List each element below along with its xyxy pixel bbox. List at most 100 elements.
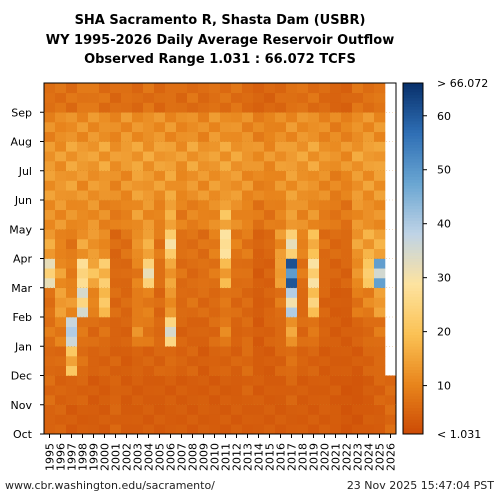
heatmap-cell xyxy=(88,414,100,425)
heatmap-cell xyxy=(341,375,353,386)
heatmap-cell xyxy=(220,83,232,94)
heatmap-cell xyxy=(253,190,265,201)
heatmap-cell xyxy=(330,131,342,142)
heatmap-cell xyxy=(341,229,353,240)
heatmap-cell xyxy=(198,424,210,435)
heatmap-cell xyxy=(132,209,144,220)
heatmap-cell xyxy=(154,122,166,133)
heatmap-cell xyxy=(286,151,298,162)
heatmap-cell xyxy=(77,268,89,279)
heatmap-cell xyxy=(363,102,375,113)
heatmap-cell xyxy=(187,219,199,230)
heatmap-cell xyxy=(44,248,56,259)
heatmap-cell xyxy=(165,346,177,357)
heatmap-cell xyxy=(198,375,210,386)
heatmap-cell xyxy=(99,297,111,308)
x-tick-label: 2007 xyxy=(176,443,189,471)
heatmap-cell xyxy=(209,141,221,152)
heatmap-cell xyxy=(154,404,166,415)
heatmap-cell xyxy=(99,248,111,259)
heatmap-cell xyxy=(176,317,188,328)
colorbar-swatch xyxy=(403,167,423,172)
heatmap-cell xyxy=(143,424,155,435)
heatmap-cell xyxy=(352,278,364,289)
heatmap-cell xyxy=(253,326,265,337)
heatmap-cell xyxy=(165,268,177,279)
heatmap-cell xyxy=(220,92,232,103)
heatmap-cell xyxy=(143,151,155,162)
heatmap-cell xyxy=(330,317,342,328)
heatmap-cell xyxy=(352,297,364,308)
heatmap-cell xyxy=(44,209,56,220)
heatmap-cell xyxy=(319,414,331,425)
heatmap-cell xyxy=(374,424,386,435)
colorbar-swatch xyxy=(403,273,423,277)
heatmap-cell xyxy=(143,92,155,103)
heatmap-cell xyxy=(55,248,67,259)
heatmap-cell xyxy=(363,336,375,347)
heatmap-cell xyxy=(275,297,287,308)
heatmap-cell xyxy=(374,326,386,337)
heatmap-cell xyxy=(110,141,122,152)
heatmap-cell xyxy=(308,414,320,425)
heatmap-cell xyxy=(352,385,364,396)
heatmap-cell xyxy=(132,287,144,298)
heatmap-cell xyxy=(99,229,111,240)
heatmap-cell xyxy=(154,258,166,269)
heatmap-cell xyxy=(330,404,342,415)
heatmap-cell xyxy=(121,239,133,250)
heatmap-cell xyxy=(77,248,89,259)
heatmap-cell xyxy=(44,395,56,406)
heatmap-cell xyxy=(44,170,56,181)
heatmap-cell xyxy=(110,112,122,123)
x-tick-label: 1998 xyxy=(77,443,90,471)
footer-timestamp: 23 Nov 2025 15:47:04 PST xyxy=(347,479,494,492)
heatmap-cell xyxy=(88,122,100,133)
heatmap-cell xyxy=(242,356,254,367)
colorbar-swatch xyxy=(403,428,423,432)
heatmap-cell xyxy=(319,170,331,181)
heatmap-cell xyxy=(88,131,100,142)
heatmap-cell xyxy=(319,92,331,103)
heatmap-cell xyxy=(363,278,375,289)
colorbar-swatch xyxy=(403,109,423,113)
heatmap-cell xyxy=(132,356,144,367)
heatmap-cell xyxy=(209,356,221,367)
x-tick-label: 2012 xyxy=(231,443,244,471)
heatmap-cell xyxy=(286,268,298,279)
heatmap-cell xyxy=(55,229,67,240)
heatmap-cell xyxy=(242,141,254,152)
heatmap-cell xyxy=(352,326,364,337)
heatmap-cell xyxy=(341,395,353,406)
heatmap-cell xyxy=(187,307,199,318)
heatmap-cell xyxy=(77,180,89,191)
heatmap-cell xyxy=(99,365,111,376)
heatmap-cell xyxy=(264,209,276,220)
heatmap-cell xyxy=(209,258,221,269)
heatmap-cell xyxy=(352,209,364,220)
heatmap-cell xyxy=(275,122,287,133)
colorbar-swatch xyxy=(403,302,423,306)
heatmap-cell xyxy=(165,258,177,269)
heatmap-cell xyxy=(220,356,232,367)
colorbar-swatch xyxy=(403,378,423,382)
heatmap-cell xyxy=(231,297,243,308)
heatmap-cell xyxy=(143,122,155,133)
heatmap-cell xyxy=(286,219,298,230)
heatmap-cell xyxy=(242,287,254,298)
heatmap-cell xyxy=(352,375,364,386)
heatmap-cell xyxy=(132,346,144,357)
colorbar-swatch xyxy=(403,132,423,137)
colorbar-swatch xyxy=(403,202,423,207)
heatmap-cell xyxy=(264,122,276,133)
heatmap-cell xyxy=(308,151,320,162)
heatmap-cell xyxy=(352,102,364,113)
heatmap-cell xyxy=(165,404,177,415)
heatmap-cell xyxy=(88,395,100,406)
heatmap-cell xyxy=(363,239,375,250)
heatmap-cell xyxy=(308,404,320,415)
colorbar-swatch xyxy=(403,246,423,251)
heatmap-cell xyxy=(132,229,144,240)
heatmap-cell xyxy=(363,424,375,435)
heatmap-cell xyxy=(44,336,56,347)
